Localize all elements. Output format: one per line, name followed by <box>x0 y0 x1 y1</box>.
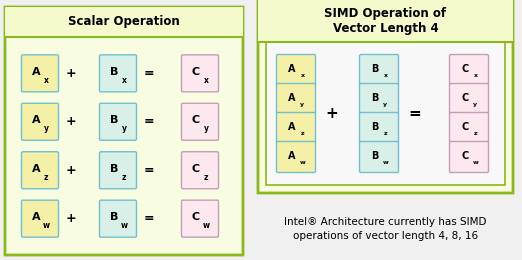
Text: +: + <box>66 67 76 80</box>
FancyBboxPatch shape <box>277 83 315 114</box>
Text: y: y <box>384 102 387 107</box>
FancyBboxPatch shape <box>360 113 398 144</box>
Text: =: = <box>409 106 421 121</box>
Text: y: y <box>204 124 209 133</box>
Text: A: A <box>32 115 40 125</box>
Text: B: B <box>110 164 118 173</box>
Text: x: x <box>473 73 478 78</box>
FancyBboxPatch shape <box>258 0 513 42</box>
Text: w: w <box>472 160 478 165</box>
Text: +: + <box>66 212 76 225</box>
FancyBboxPatch shape <box>360 141 398 172</box>
FancyBboxPatch shape <box>182 55 219 92</box>
Text: z: z <box>204 173 208 181</box>
Text: y: y <box>44 124 49 133</box>
Text: C: C <box>461 151 468 161</box>
Text: B: B <box>110 115 118 125</box>
Text: z: z <box>473 131 477 136</box>
Text: =: = <box>144 115 155 128</box>
Text: x: x <box>204 76 209 85</box>
Text: Intel® Architecture currently has SIMD: Intel® Architecture currently has SIMD <box>284 217 487 227</box>
Text: A: A <box>288 93 295 103</box>
FancyBboxPatch shape <box>449 83 489 114</box>
Text: y: y <box>473 102 478 107</box>
FancyBboxPatch shape <box>100 200 136 237</box>
Text: x: x <box>122 76 126 85</box>
FancyBboxPatch shape <box>277 113 315 144</box>
Text: A: A <box>32 164 40 173</box>
FancyBboxPatch shape <box>21 55 58 92</box>
FancyBboxPatch shape <box>258 0 513 193</box>
FancyBboxPatch shape <box>266 42 505 185</box>
Text: y: y <box>122 124 127 133</box>
Text: +: + <box>326 106 338 121</box>
Text: C: C <box>192 115 200 125</box>
Text: B: B <box>371 93 378 103</box>
Text: w: w <box>383 160 388 165</box>
Text: w: w <box>43 221 50 230</box>
Text: w: w <box>203 221 210 230</box>
FancyBboxPatch shape <box>449 113 489 144</box>
FancyBboxPatch shape <box>360 55 398 86</box>
Text: x: x <box>384 73 387 78</box>
FancyBboxPatch shape <box>182 152 219 189</box>
Text: B: B <box>110 212 118 222</box>
Text: w: w <box>300 160 305 165</box>
FancyBboxPatch shape <box>21 103 58 140</box>
FancyBboxPatch shape <box>360 83 398 114</box>
FancyBboxPatch shape <box>100 103 136 140</box>
Text: C: C <box>192 164 200 173</box>
Text: C: C <box>192 67 200 77</box>
FancyBboxPatch shape <box>449 141 489 172</box>
Text: x: x <box>301 73 304 78</box>
Text: z: z <box>384 131 387 136</box>
FancyBboxPatch shape <box>100 55 136 92</box>
FancyBboxPatch shape <box>277 55 315 86</box>
Text: =: = <box>144 67 155 80</box>
FancyBboxPatch shape <box>100 152 136 189</box>
Text: C: C <box>192 212 200 222</box>
Text: C: C <box>461 93 468 103</box>
Text: B: B <box>371 151 378 161</box>
Text: z: z <box>301 131 304 136</box>
Text: z: z <box>44 173 49 181</box>
Text: =: = <box>144 212 155 225</box>
Text: A: A <box>288 64 295 74</box>
Text: w: w <box>121 221 127 230</box>
Text: B: B <box>371 64 378 74</box>
Text: SIMD Operation of
Vector Length 4: SIMD Operation of Vector Length 4 <box>325 7 446 35</box>
Text: operations of vector length 4, 8, 16: operations of vector length 4, 8, 16 <box>293 231 478 241</box>
Text: A: A <box>32 67 40 77</box>
FancyBboxPatch shape <box>182 200 219 237</box>
Text: Scalar Operation: Scalar Operation <box>68 16 180 29</box>
FancyBboxPatch shape <box>449 55 489 86</box>
Text: x: x <box>44 76 49 85</box>
Text: B: B <box>371 122 378 132</box>
Text: A: A <box>288 151 295 161</box>
FancyBboxPatch shape <box>182 103 219 140</box>
Text: A: A <box>288 122 295 132</box>
Text: z: z <box>122 173 126 181</box>
Text: C: C <box>461 64 468 74</box>
Text: =: = <box>144 164 155 177</box>
Text: +: + <box>66 115 76 128</box>
Text: C: C <box>461 122 468 132</box>
Text: +: + <box>66 164 76 177</box>
FancyBboxPatch shape <box>21 200 58 237</box>
Text: y: y <box>301 102 304 107</box>
Text: A: A <box>32 212 40 222</box>
FancyBboxPatch shape <box>5 7 243 37</box>
Text: B: B <box>110 67 118 77</box>
FancyBboxPatch shape <box>21 152 58 189</box>
FancyBboxPatch shape <box>5 7 243 255</box>
FancyBboxPatch shape <box>277 141 315 172</box>
